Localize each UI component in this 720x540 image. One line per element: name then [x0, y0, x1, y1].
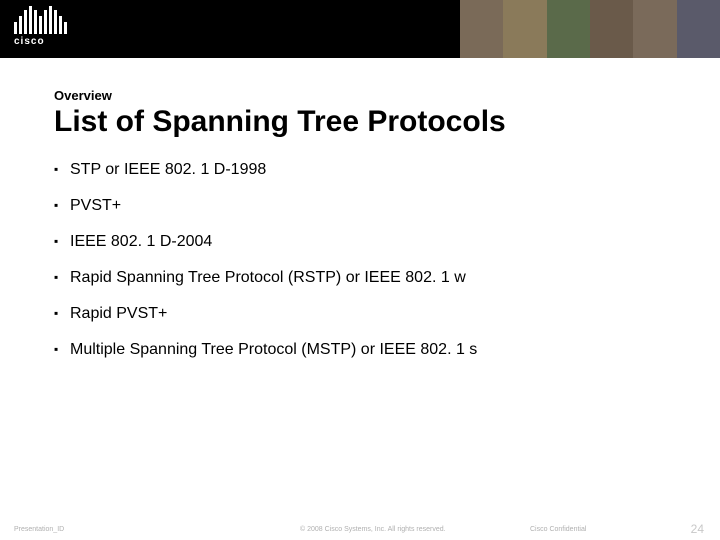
photostrip-segment	[503, 0, 546, 58]
content-area: Overview List of Spanning Tree Protocols…	[54, 88, 690, 377]
photostrip-segment	[547, 0, 590, 58]
footer-presentation-id: Presentation_ID	[14, 526, 64, 533]
photostrip-segment	[590, 0, 633, 58]
footer-page-number: 24	[691, 522, 704, 536]
banner-photostrip	[460, 0, 720, 58]
logo-bar-icon	[34, 10, 37, 34]
slide: cisco Overview List of Spanning Tree Pro…	[0, 0, 720, 540]
logo-text: cisco	[14, 36, 67, 47]
logo-bar-icon	[29, 6, 32, 34]
list-item: STP or IEEE 802. 1 D-1998	[54, 161, 690, 179]
bullet-list: STP or IEEE 802. 1 D-1998 PVST+ IEEE 802. …	[54, 161, 690, 359]
logo-bar-icon	[19, 16, 22, 34]
footer-copyright: © 2008 Cisco Systems, Inc. All rights re…	[300, 526, 446, 533]
logo-bar-icon	[44, 10, 47, 34]
logo-bar-icon	[64, 22, 67, 34]
logo-bar-icon	[49, 6, 52, 34]
photostrip-segment	[633, 0, 676, 58]
top-banner: cisco	[0, 0, 720, 58]
slide-overline: Overview	[54, 88, 690, 103]
footer-confidential: Cisco Confidential	[530, 526, 586, 533]
logo-bar-icon	[14, 22, 17, 34]
footer: Presentation_ID © 2008 Cisco Systems, In…	[0, 518, 720, 540]
list-item: IEEE 802. 1 D-2004	[54, 233, 690, 251]
photostrip-segment	[460, 0, 503, 58]
logo-bar-icon	[39, 16, 42, 34]
list-item: PVST+	[54, 197, 690, 215]
list-item: Multiple Spanning Tree Protocol (MSTP) o…	[54, 341, 690, 359]
logo-bar-icon	[59, 16, 62, 34]
list-item: Rapid Spanning Tree Protocol (RSTP) or I…	[54, 269, 690, 287]
slide-title: List of Spanning Tree Protocols	[54, 105, 690, 139]
list-item: Rapid PVST+	[54, 305, 690, 323]
cisco-logo: cisco	[14, 6, 67, 47]
logo-bars-icon	[14, 6, 67, 34]
photostrip-segment	[677, 0, 720, 58]
logo-bar-icon	[54, 10, 57, 34]
logo-bar-icon	[24, 10, 27, 34]
